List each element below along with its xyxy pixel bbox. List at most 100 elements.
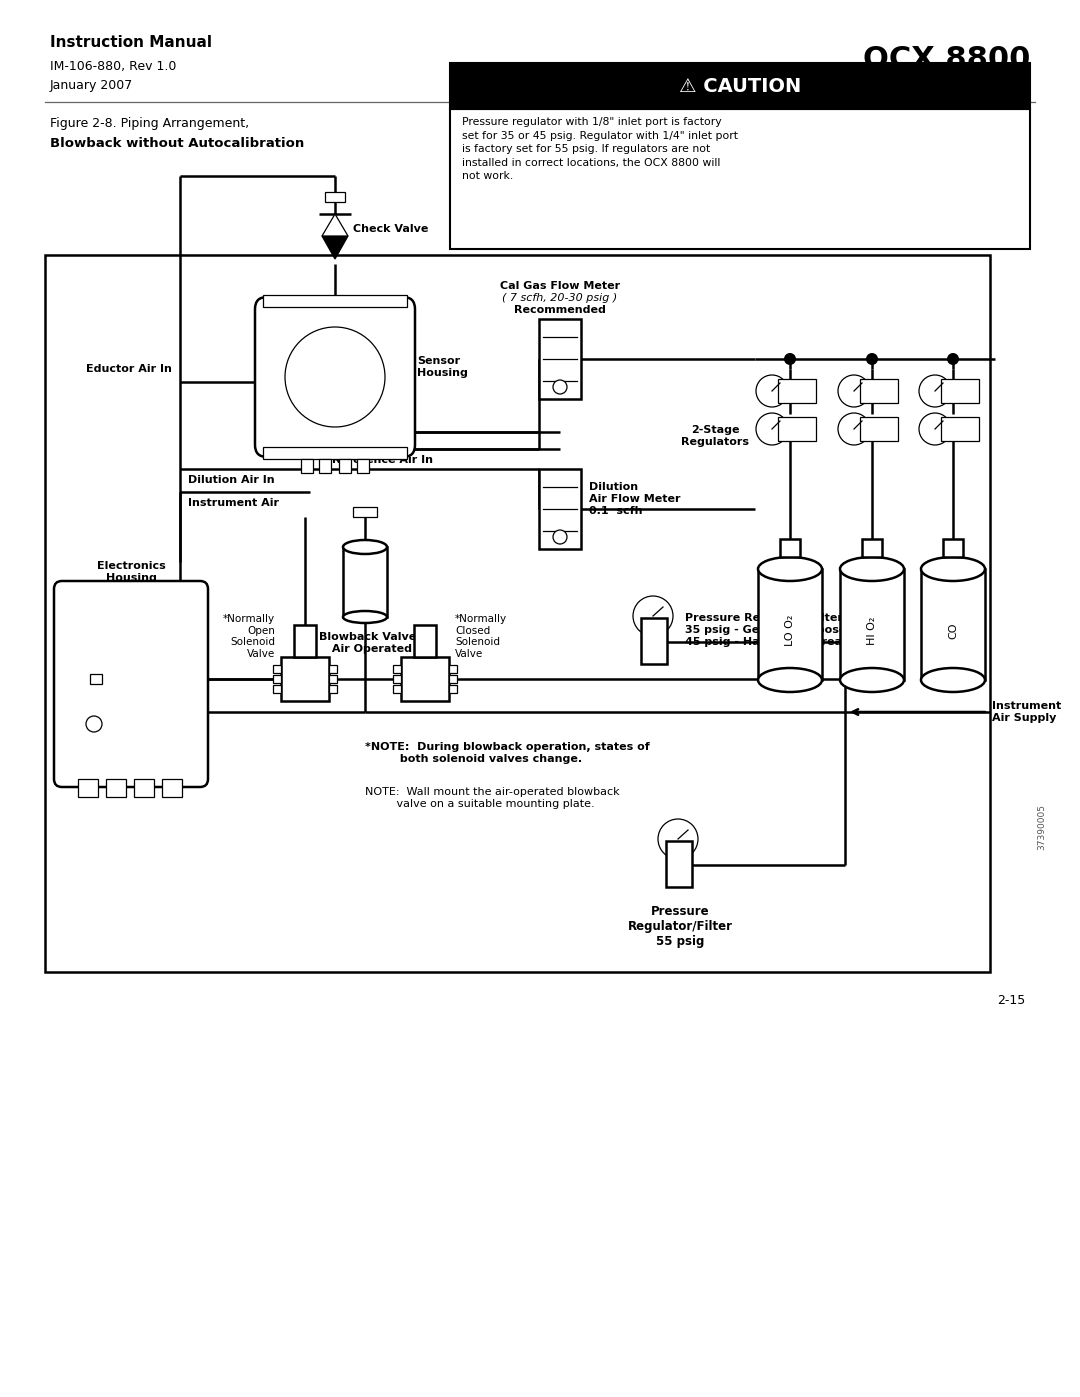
Bar <box>393 665 401 673</box>
Bar <box>414 624 436 657</box>
Text: Pressure regulator with 1/8" inlet port is factory
set for 35 or 45 psig. Regula: Pressure regulator with 1/8" inlet port … <box>462 117 738 182</box>
Circle shape <box>866 353 878 365</box>
Circle shape <box>285 327 384 427</box>
Text: Sensor
Housing: Sensor Housing <box>417 356 468 377</box>
Text: Blowback Valve,
 Air Operated: Blowback Valve, Air Operated <box>320 631 421 654</box>
Text: Reference Air In: Reference Air In <box>332 455 433 465</box>
Circle shape <box>553 529 567 543</box>
Circle shape <box>633 597 673 636</box>
Bar <box>393 675 401 683</box>
Bar <box>162 780 183 798</box>
Text: Dilution
Air Flow Meter
0.1  scfh: Dilution Air Flow Meter 0.1 scfh <box>589 482 680 515</box>
Bar <box>941 416 978 441</box>
Ellipse shape <box>921 668 985 692</box>
Bar <box>134 780 154 798</box>
Bar <box>264 447 407 460</box>
Text: NOTE:  Wall mount the air-operated blowback
         valve on a suitable mountin: NOTE: Wall mount the air-operated blowba… <box>365 787 620 809</box>
Bar <box>862 539 882 557</box>
Text: 37390005: 37390005 <box>1038 805 1047 849</box>
Ellipse shape <box>921 557 985 581</box>
Bar <box>78 780 98 798</box>
Text: *Normally
Closed
Solenoid
Valve: *Normally Closed Solenoid Valve <box>455 615 508 659</box>
Bar <box>106 780 126 798</box>
Bar <box>539 319 581 400</box>
Circle shape <box>86 717 102 732</box>
Text: *Normally
Open
Solenoid
Valve: *Normally Open Solenoid Valve <box>222 615 275 659</box>
Bar <box>758 569 822 680</box>
Bar <box>264 295 407 307</box>
Bar <box>449 665 457 673</box>
Text: Instrument
Air Supply: Instrument Air Supply <box>993 701 1062 722</box>
Text: 2-Stage
Regulators: 2-Stage Regulators <box>681 425 750 447</box>
Text: *NOTE:  During blowback operation, states of
         both solenoid valves chang: *NOTE: During blowback operation, states… <box>365 742 650 764</box>
Bar <box>353 507 377 517</box>
Text: 2-15: 2-15 <box>997 995 1025 1007</box>
Circle shape <box>919 374 951 407</box>
Bar <box>325 191 345 203</box>
Bar <box>301 460 313 474</box>
Bar <box>329 685 337 693</box>
Text: ⚠ CAUTION: ⚠ CAUTION <box>679 77 801 95</box>
Ellipse shape <box>758 668 822 692</box>
Bar <box>778 416 816 441</box>
Bar <box>45 256 990 972</box>
Circle shape <box>756 374 788 407</box>
Bar <box>329 665 337 673</box>
Text: January 2007: January 2007 <box>50 80 133 92</box>
Bar <box>273 675 281 683</box>
Text: Eductor Air In: Eductor Air In <box>86 365 172 374</box>
Bar <box>329 675 337 683</box>
Bar <box>642 617 667 664</box>
Text: OCX 8800: OCX 8800 <box>863 45 1030 74</box>
Bar <box>921 569 985 680</box>
Ellipse shape <box>840 557 904 581</box>
Ellipse shape <box>840 668 904 692</box>
Text: Pressure
Regulator/Filter
55 psig: Pressure Regulator/Filter 55 psig <box>627 905 732 949</box>
Text: CO: CO <box>948 622 958 638</box>
Circle shape <box>756 414 788 446</box>
Text: Recommended: Recommended <box>514 305 606 314</box>
Polygon shape <box>322 214 348 236</box>
Bar <box>860 379 897 402</box>
Bar <box>294 624 316 657</box>
Bar <box>281 657 329 701</box>
Circle shape <box>947 353 959 365</box>
Text: IM-106-880, Rev 1.0: IM-106-880, Rev 1.0 <box>50 60 176 73</box>
Text: ( 7 scfh, 20-30 psig ): ( 7 scfh, 20-30 psig ) <box>502 293 618 303</box>
Bar <box>449 675 457 683</box>
Circle shape <box>784 353 796 365</box>
Bar <box>666 841 692 887</box>
Ellipse shape <box>343 610 387 623</box>
Text: Blowback without Autocalibration: Blowback without Autocalibration <box>50 137 305 149</box>
Text: Instrument Air: Instrument Air <box>188 497 279 509</box>
Polygon shape <box>322 236 348 258</box>
Text: CAL Gas In: CAL Gas In <box>347 439 414 448</box>
Bar <box>780 539 800 557</box>
Text: Electronics
Housing: Electronics Housing <box>96 562 165 583</box>
Circle shape <box>919 414 951 446</box>
Bar <box>357 460 369 474</box>
Bar <box>539 469 581 549</box>
Circle shape <box>838 414 870 446</box>
Ellipse shape <box>343 541 387 555</box>
Bar <box>273 685 281 693</box>
Text: Pressure Regulator/Filter
35 psig - General Purpose
45 psig - Hazardous Area: Pressure Regulator/Filter 35 psig - Gene… <box>685 613 847 647</box>
Circle shape <box>658 819 698 859</box>
Bar <box>343 548 387 617</box>
Bar <box>778 379 816 402</box>
Bar <box>339 460 351 474</box>
Text: Figure 2-8. Piping Arrangement,: Figure 2-8. Piping Arrangement, <box>50 117 249 130</box>
Text: Cal Gas Flow Meter: Cal Gas Flow Meter <box>500 281 620 291</box>
Text: HI O₂: HI O₂ <box>867 616 877 644</box>
Text: Instruction Manual: Instruction Manual <box>50 35 212 50</box>
FancyBboxPatch shape <box>255 298 415 457</box>
Bar <box>860 416 897 441</box>
Text: Check Valve: Check Valve <box>353 224 429 235</box>
Bar <box>943 539 963 557</box>
Bar <box>449 685 457 693</box>
Bar <box>90 673 102 685</box>
Bar <box>273 665 281 673</box>
Text: Dilution Air In: Dilution Air In <box>188 475 274 485</box>
Text: LO O₂: LO O₂ <box>785 615 795 647</box>
Circle shape <box>553 380 567 394</box>
